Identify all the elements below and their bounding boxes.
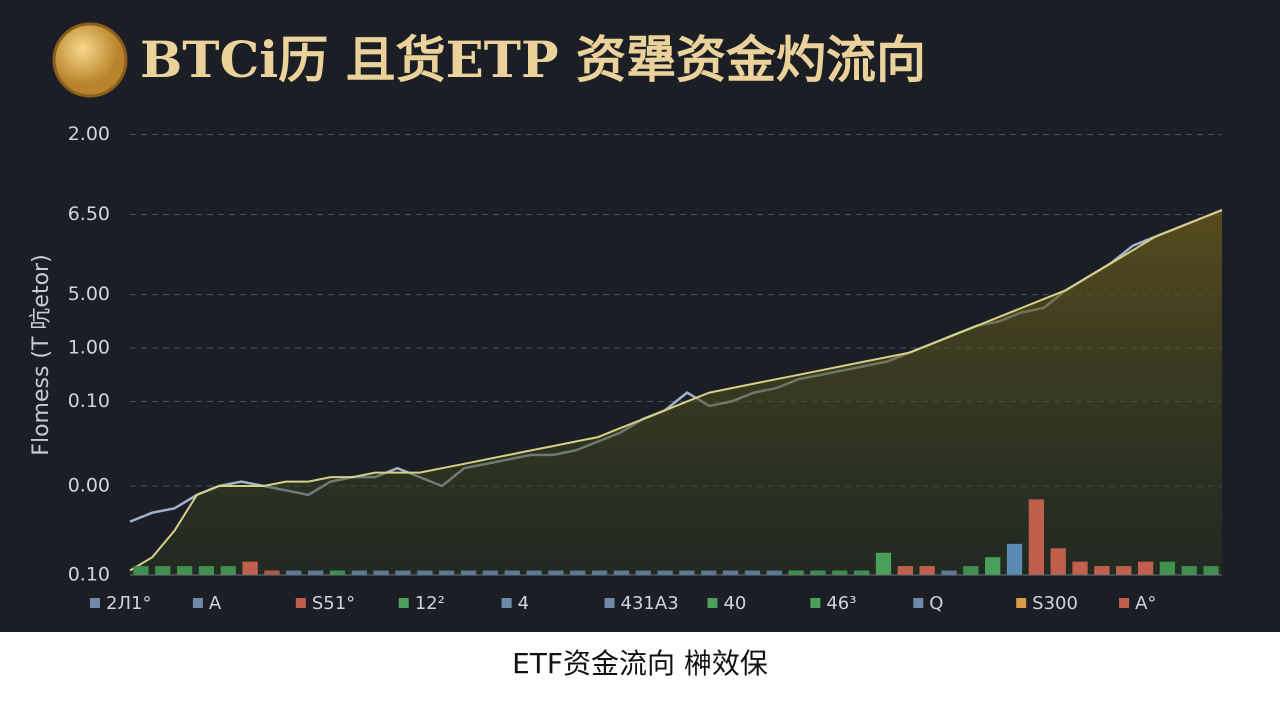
y-tick-label: 0.00 [68,475,110,497]
bar [963,566,979,575]
caption-background [0,632,1280,704]
y-tick-label: 0.10 [68,390,110,412]
legend-label: S300 [1032,593,1078,614]
bar [242,561,258,575]
bar [897,566,913,575]
bar [853,570,870,575]
bar [1137,561,1154,575]
legend-swatch [810,598,821,608]
bar [570,570,586,575]
y-tick-label: 6.50 [68,203,110,225]
bar [482,570,499,575]
bar [657,570,673,575]
bar [526,570,542,575]
bar [722,570,739,575]
bar [439,570,455,575]
caption: ETF资金流向 榊效保 [512,647,768,680]
bar [373,570,389,575]
bar [591,570,608,575]
bar [1050,548,1066,575]
bar [460,570,477,575]
legend-swatch [192,598,203,608]
bar [286,570,302,575]
coin-icon [52,22,128,98]
line [129,209,1223,572]
bar [220,566,236,575]
legend-swatch [90,598,100,608]
bar [1028,499,1045,575]
bar [1116,566,1132,575]
bar [875,552,892,575]
bar [198,566,215,575]
bar [176,566,193,575]
legend-swatch [1119,598,1130,608]
legend-swatch [295,598,306,608]
legend-swatch [1016,598,1027,608]
bar [1006,543,1023,575]
bar [395,570,411,575]
bar [307,570,324,575]
legend-label: A° [1135,593,1156,614]
bar [504,570,520,575]
bar [1159,561,1176,575]
bar [635,570,651,575]
chart-title: BTCi历 且货ETP 资犟资金灼流向 [140,30,926,89]
y-axis-label: Flomess (T 吭etor) [29,254,54,455]
legend-label: Q [929,593,943,614]
legend-label: Ѕ51° [312,593,355,614]
bar [417,570,433,575]
bar [766,570,782,575]
legend-label: A [209,593,222,614]
legend-swatch [501,598,512,608]
bar [679,570,695,575]
legend-swatch [604,598,615,608]
legend-label: 40 [723,593,746,614]
bar [701,570,717,575]
bar [1203,566,1219,575]
y-tick-label: 1.00 [68,337,110,359]
bar [744,570,761,575]
legend-label: 46³ [826,593,856,614]
y-tick-label: 2.00 [68,123,110,145]
legend-swatch [707,598,718,608]
legend-label: 431A3 [621,593,679,614]
bar [832,570,848,575]
bar [155,566,171,575]
legend-label: 4 [518,593,529,614]
bar [613,570,630,575]
bar [1072,561,1088,575]
bar [1094,566,1110,575]
legend-swatch [913,598,924,608]
bar [264,570,280,575]
bar [941,570,957,575]
y-tick-label: 5.00 [68,283,110,305]
legend-swatch [398,598,409,608]
area [130,210,1222,575]
bar [351,570,367,575]
bar [329,570,346,575]
bar [788,570,804,575]
bar [548,570,564,575]
legend-label: 2Л1° [106,593,151,614]
bar [133,566,149,575]
bar [1181,566,1197,575]
legend-label: 12² [415,593,445,614]
bar [919,566,935,575]
bar [985,557,1001,575]
y-tick-label: 0.10 [68,564,110,586]
bar [810,570,826,575]
